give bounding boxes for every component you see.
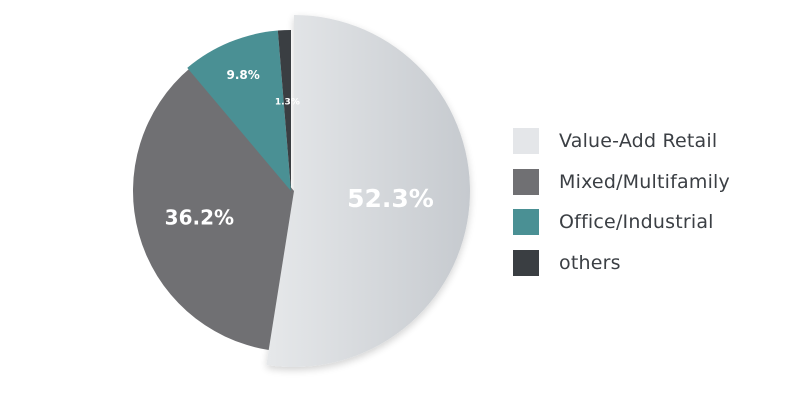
- pie-slice-mixed-multifamily: [133, 67, 294, 351]
- pie-slice-value-add-retail: [266, 15, 470, 367]
- slice-value-label: 9.8%: [226, 68, 259, 82]
- legend-item-mixed-multifamily: Mixed/Multifamily: [513, 168, 730, 195]
- legend-swatch: [513, 209, 539, 235]
- legend: Value-Add Retail Mixed/Multifamily Offic…: [513, 128, 730, 290]
- legend-swatch: [513, 168, 539, 195]
- slice-value-label: 1.3%: [275, 98, 300, 108]
- legend-label: Office/Industrial: [559, 211, 714, 233]
- legend-swatch: [513, 249, 539, 276]
- slice-value-label: 36.2%: [165, 205, 234, 229]
- legend-label: Mixed/Multifamily: [559, 170, 730, 193]
- pie-slice-others: [277, 30, 291, 191]
- pie-slice-office-industrial: [187, 30, 291, 191]
- legend-label: Value-Add Retail: [559, 130, 718, 152]
- legend-item-value-add-retail: Value-Add Retail: [513, 128, 730, 154]
- legend-item-office-industrial: Office/Industrial: [513, 209, 730, 235]
- legend-label: others: [559, 251, 621, 274]
- legend-swatch: [513, 128, 539, 154]
- slice-value-label: 52.3%: [347, 184, 434, 213]
- legend-item-others: others: [513, 249, 730, 276]
